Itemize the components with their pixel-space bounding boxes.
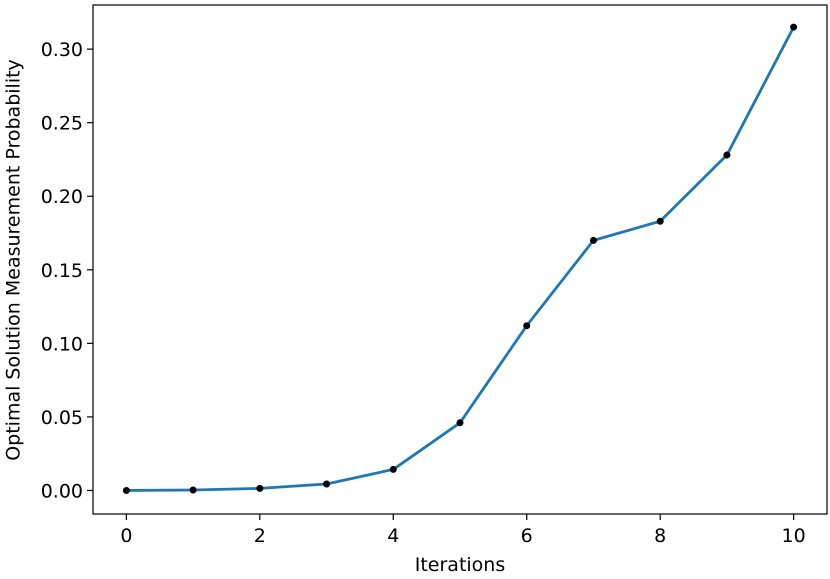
data-point bbox=[323, 480, 331, 488]
x-tick-label: 8 bbox=[654, 525, 666, 547]
data-point bbox=[189, 486, 197, 494]
y-tick-label: 0.30 bbox=[41, 39, 83, 61]
y-tick-label: 0.15 bbox=[41, 260, 83, 282]
data-point bbox=[656, 217, 664, 225]
data-point bbox=[523, 322, 531, 330]
x-tick-label: 6 bbox=[521, 525, 533, 547]
y-tick-label: 0.00 bbox=[41, 480, 83, 502]
data-point bbox=[589, 236, 597, 244]
x-tick-label: 0 bbox=[120, 525, 132, 547]
x-tick-label: 10 bbox=[782, 525, 806, 547]
data-point bbox=[122, 486, 130, 494]
data-point bbox=[790, 23, 798, 31]
x-tick-label: 4 bbox=[387, 525, 399, 547]
x-axis-label: Iterations bbox=[415, 554, 506, 576]
data-point bbox=[256, 484, 264, 492]
x-tick-label: 2 bbox=[254, 525, 266, 547]
data-point bbox=[389, 465, 397, 473]
y-tick-label: 0.25 bbox=[41, 113, 83, 135]
data-point bbox=[456, 419, 464, 427]
data-point bbox=[723, 151, 731, 159]
y-axis-label: Optimal Solution Measurement Probability bbox=[3, 59, 25, 461]
plot-frame bbox=[92, 4, 828, 515]
y-tick-label: 0.20 bbox=[41, 186, 83, 208]
y-tick-label: 0.10 bbox=[41, 333, 83, 355]
y-tick-label: 0.05 bbox=[41, 407, 83, 429]
